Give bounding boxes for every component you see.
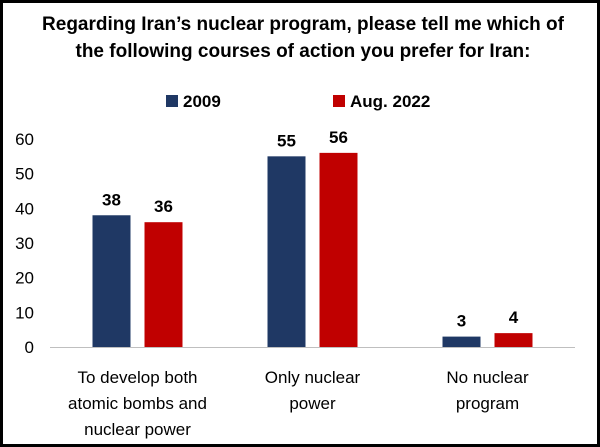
chart-title: Regarding Iran’s nuclear program, please… bbox=[13, 11, 593, 65]
bar-aug-2022-2 bbox=[494, 333, 533, 347]
x-category-label-1-0: Only nuclear bbox=[265, 368, 361, 387]
data-label-1-1: 56 bbox=[329, 128, 348, 147]
y-tick-label-3: 30 bbox=[15, 234, 34, 253]
data-label-0-1: 55 bbox=[277, 131, 296, 150]
x-category-label-2-1: program bbox=[456, 394, 519, 413]
legend-label-0: 2009 bbox=[183, 92, 221, 111]
y-tick-label-1: 10 bbox=[15, 303, 34, 322]
x-category-label-0-1: atomic bombs and bbox=[68, 394, 207, 413]
y-tick-label-2: 20 bbox=[15, 269, 34, 288]
y-tick-label-6: 60 bbox=[15, 130, 34, 149]
x-category-label-1-1: power bbox=[289, 394, 336, 413]
data-label-1-0: 36 bbox=[154, 197, 173, 216]
data-label-0-2: 3 bbox=[457, 312, 466, 331]
chart-title-line-2: the following courses of action you pref… bbox=[75, 41, 531, 62]
legend-swatch-0 bbox=[166, 95, 178, 107]
y-tick-label-5: 50 bbox=[15, 165, 34, 184]
bar-2009-1 bbox=[267, 156, 306, 347]
x-category-label-0-0: To develop both bbox=[77, 368, 197, 387]
y-tick-label-4: 40 bbox=[15, 199, 34, 218]
chart-title-line-1: Regarding Iran’s nuclear program, please… bbox=[42, 14, 564, 35]
x-category-label-2-0: No nuclear bbox=[446, 368, 529, 387]
data-label-0-0: 38 bbox=[102, 190, 121, 209]
legend-swatch-1 bbox=[333, 95, 345, 107]
bar-aug-2022-0 bbox=[144, 222, 183, 347]
bar-2009-2 bbox=[442, 336, 481, 347]
bar-2009-0 bbox=[92, 215, 131, 347]
bar-aug-2022-1 bbox=[319, 152, 358, 347]
legend-label-1: Aug. 2022 bbox=[350, 92, 430, 111]
x-category-label-0-2: nuclear power bbox=[84, 420, 191, 439]
data-label-1-2: 4 bbox=[509, 308, 519, 327]
y-tick-label-0: 0 bbox=[25, 338, 34, 357]
